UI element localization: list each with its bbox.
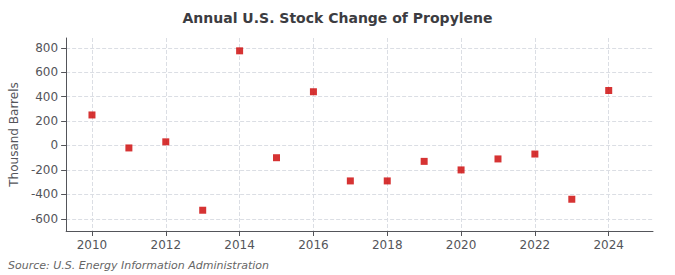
svg-text:Annual U.S. Stock Change of Pr: Annual U.S. Stock Change of Propylene	[182, 10, 492, 26]
svg-text:0: 0	[50, 138, 58, 152]
svg-text:2018: 2018	[372, 238, 403, 252]
svg-text:Thousand Barrels: Thousand Barrels	[7, 82, 21, 187]
svg-text:Source: U.S. Energy Informatio: Source: U.S. Energy Information Administ…	[8, 259, 269, 272]
svg-text:600: 600	[35, 65, 58, 79]
svg-text:2016: 2016	[298, 238, 329, 252]
svg-text:800: 800	[35, 41, 58, 55]
svg-text:-600: -600	[31, 212, 58, 226]
svg-text:-200: -200	[31, 163, 58, 177]
svg-text:2014: 2014	[224, 238, 255, 252]
svg-text:2020: 2020	[446, 238, 477, 252]
svg-text:2010: 2010	[77, 238, 108, 252]
svg-text:2024: 2024	[593, 238, 624, 252]
svg-text:-400: -400	[31, 187, 58, 201]
svg-text:2012: 2012	[151, 238, 182, 252]
svg-text:2022: 2022	[520, 238, 551, 252]
svg-text:400: 400	[35, 90, 58, 104]
svg-text:200: 200	[35, 114, 58, 128]
